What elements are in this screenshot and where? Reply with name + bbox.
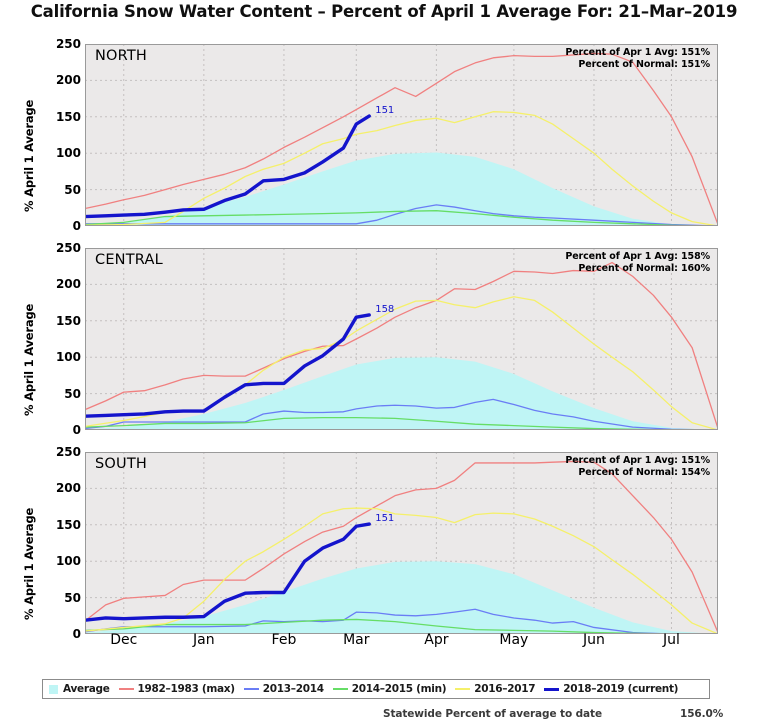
x-tick-label: Jun (583, 632, 605, 648)
series-area-average (85, 152, 718, 226)
legend-label: 2013–2014 (262, 683, 324, 695)
plot-area-south (85, 452, 718, 634)
y-tick-label: 100 (55, 554, 81, 569)
legend-swatch-icon (49, 684, 58, 694)
y-tick-label: 200 (55, 481, 81, 496)
gridlines (85, 452, 718, 634)
x-tick-label: Mar (343, 632, 370, 648)
series-line-1982-1983-max- (85, 52, 718, 226)
legend-item: 1982–1983 (max) (118, 683, 236, 695)
stat-percent-apr1-avg: Percent of Apr 1 Avg: 158% (565, 251, 710, 262)
series-line-2018-2019-current- (85, 114, 371, 219)
y-tick-label: 0 (72, 423, 81, 437)
y-tick-label: 250 (55, 241, 81, 255)
chart-panel-central: CENTRAL Percent of Apr 1 Avg: 158% Percent… (85, 248, 718, 430)
y-tick-label: 100 (55, 146, 81, 161)
stat-percent-normal: Percent of Normal: 154% (578, 467, 710, 478)
x-tick-label: Jan (193, 632, 215, 648)
legend-item: 2013–2014 (243, 683, 324, 695)
series-line-2014-2015-min- (85, 210, 718, 226)
y-axis-label: % April 1 Average (22, 507, 36, 620)
y-axis-ticks-south: 0 50 100 150 200 250 (43, 446, 81, 640)
y-tick-label: 0 (72, 627, 81, 641)
series-line-2013-2014 (85, 204, 718, 226)
legend-item: 2014–2015 (min) (332, 683, 447, 695)
y-tick-label: 150 (55, 517, 81, 532)
series-line-2014-2015-min- (85, 618, 718, 634)
x-tick-label: May (499, 632, 529, 648)
series-line-1982-1983-max- (85, 261, 718, 430)
legend-line-icon (118, 688, 134, 690)
y-tick-label: 50 (64, 386, 81, 401)
stat-percent-normal: Percent of Normal: 160% (578, 263, 710, 274)
legend-line-icon (544, 687, 560, 691)
y-tick-label: 200 (55, 277, 81, 292)
x-axis-tick-labels: Dec Jan Feb Mar Apr May Jun Jul (85, 632, 718, 652)
legend-line-icon (243, 688, 259, 690)
y-tick-label: 100 (55, 350, 81, 365)
chart-panel-north: NORTH Percent of Apr 1 Avg: 151% Percent o… (85, 44, 718, 226)
plot-frame (85, 248, 718, 430)
y-tick-label: 0 (72, 219, 81, 233)
plot-frame (85, 44, 718, 226)
gridlines (85, 44, 718, 226)
series-line-2016-2017 (85, 507, 718, 634)
current-value-label: 151 (375, 513, 395, 525)
series-line-2018-2019-current- (85, 522, 371, 622)
series-line-2016-2017 (85, 111, 718, 226)
y-tick-label: 250 (55, 445, 81, 459)
y-tick-label: 200 (55, 73, 81, 88)
series-line-2018-2019-current- (85, 313, 371, 418)
x-tick-label: Dec (110, 632, 138, 648)
y-axis-ticks-north: 0 50 100 150 200 250 (43, 38, 81, 232)
series-line-2014-2015-min- (85, 416, 718, 430)
plot-frame (85, 452, 718, 634)
x-tick-label: Feb (271, 632, 297, 648)
current-value-label: 151 (375, 105, 395, 117)
chart-legend: Average 1982–1983 (max) 2013–2014 2014–2015… (42, 679, 710, 699)
legend-item: 2018–2019 (current) (544, 683, 678, 695)
series-area-average (85, 357, 718, 430)
y-tick-label: 150 (55, 313, 81, 328)
legend-item: Average (49, 683, 110, 695)
legend-line-icon (332, 688, 348, 690)
stat-percent-apr1-avg: Percent of Apr 1 Avg: 151% (565, 455, 710, 466)
y-tick-label: 50 (64, 590, 81, 605)
legend-item: 2016–2017 (455, 683, 536, 695)
y-axis-label: % April 1 Average (22, 303, 36, 416)
x-tick-label: Apr (424, 632, 449, 648)
y-tick-label: 50 (64, 182, 81, 197)
series-area-average (85, 561, 718, 634)
series-line-2013-2014 (85, 398, 718, 430)
panel-title-north: NORTH (95, 48, 148, 64)
x-tick-label: Jul (663, 632, 680, 648)
legend-label: 2018–2019 (current) (563, 683, 679, 695)
chart-panel-south: SOUTH Percent of Apr 1 Avg: 151% Percent o… (85, 452, 718, 634)
legend-line-icon (455, 688, 471, 690)
stat-percent-apr1-avg: Percent of Apr 1 Avg: 151% (565, 47, 710, 58)
footer-value: 156.0% (680, 708, 724, 720)
plot-area-central (85, 248, 718, 430)
footer-label: Statewide Percent of average to date (383, 708, 602, 720)
series-line-1982-1983-max- (85, 460, 718, 634)
y-axis-ticks-central: 0 50 100 150 200 250 (43, 242, 81, 436)
panel-title-south: SOUTH (95, 456, 147, 472)
current-value-label: 158 (375, 303, 395, 315)
page-title: California Snow Water Content – Percent … (30, 2, 738, 21)
stat-percent-normal: Percent of Normal: 151% (578, 59, 710, 70)
legend-label: 2016–2017 (474, 683, 536, 695)
y-axis-label: % April 1 Average (22, 99, 36, 212)
legend-label: 2014–2015 (min) (351, 683, 447, 695)
legend-label: Average (63, 683, 110, 695)
legend-label: 1982–1983 (max) (137, 683, 236, 695)
plot-area-north (85, 44, 718, 226)
series-line-2013-2014 (85, 608, 718, 634)
y-tick-label: 250 (55, 37, 81, 51)
y-tick-label: 150 (55, 109, 81, 124)
panel-title-central: CENTRAL (95, 252, 163, 268)
